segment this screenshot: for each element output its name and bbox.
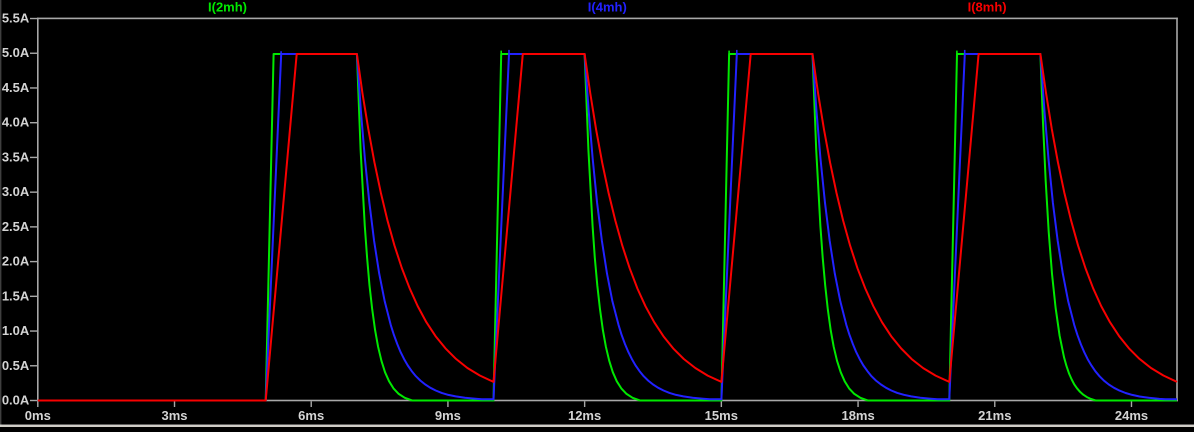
svg-text:9ms: 9ms (435, 408, 461, 423)
svg-text:I(8mh): I(8mh) (968, 0, 1007, 15)
svg-text:2.0A: 2.0A (2, 254, 30, 269)
svg-text:1.5A: 1.5A (2, 288, 30, 303)
svg-text:0.5A: 0.5A (2, 358, 30, 373)
svg-text:15ms: 15ms (705, 408, 738, 423)
svg-text:24ms: 24ms (1115, 408, 1148, 423)
svg-text:0ms: 0ms (25, 408, 51, 423)
svg-text:3ms: 3ms (161, 408, 187, 423)
svg-text:1.0A: 1.0A (2, 323, 30, 338)
svg-text:6ms: 6ms (298, 408, 324, 423)
svg-text:5.0A: 5.0A (2, 45, 30, 60)
svg-text:I(2mh): I(2mh) (208, 0, 247, 15)
svg-text:4.5A: 4.5A (2, 80, 30, 95)
svg-text:21ms: 21ms (978, 408, 1011, 423)
svg-text:0.0A: 0.0A (2, 393, 30, 408)
svg-text:3.0A: 3.0A (2, 184, 30, 199)
svg-text:I(4mh): I(4mh) (588, 0, 627, 15)
svg-text:18ms: 18ms (841, 408, 874, 423)
svg-text:3.5A: 3.5A (2, 149, 30, 164)
svg-text:2.5A: 2.5A (2, 219, 30, 234)
svg-text:12ms: 12ms (568, 408, 601, 423)
svg-text:5.5A: 5.5A (2, 11, 30, 26)
svg-text:4.0A: 4.0A (2, 115, 30, 130)
